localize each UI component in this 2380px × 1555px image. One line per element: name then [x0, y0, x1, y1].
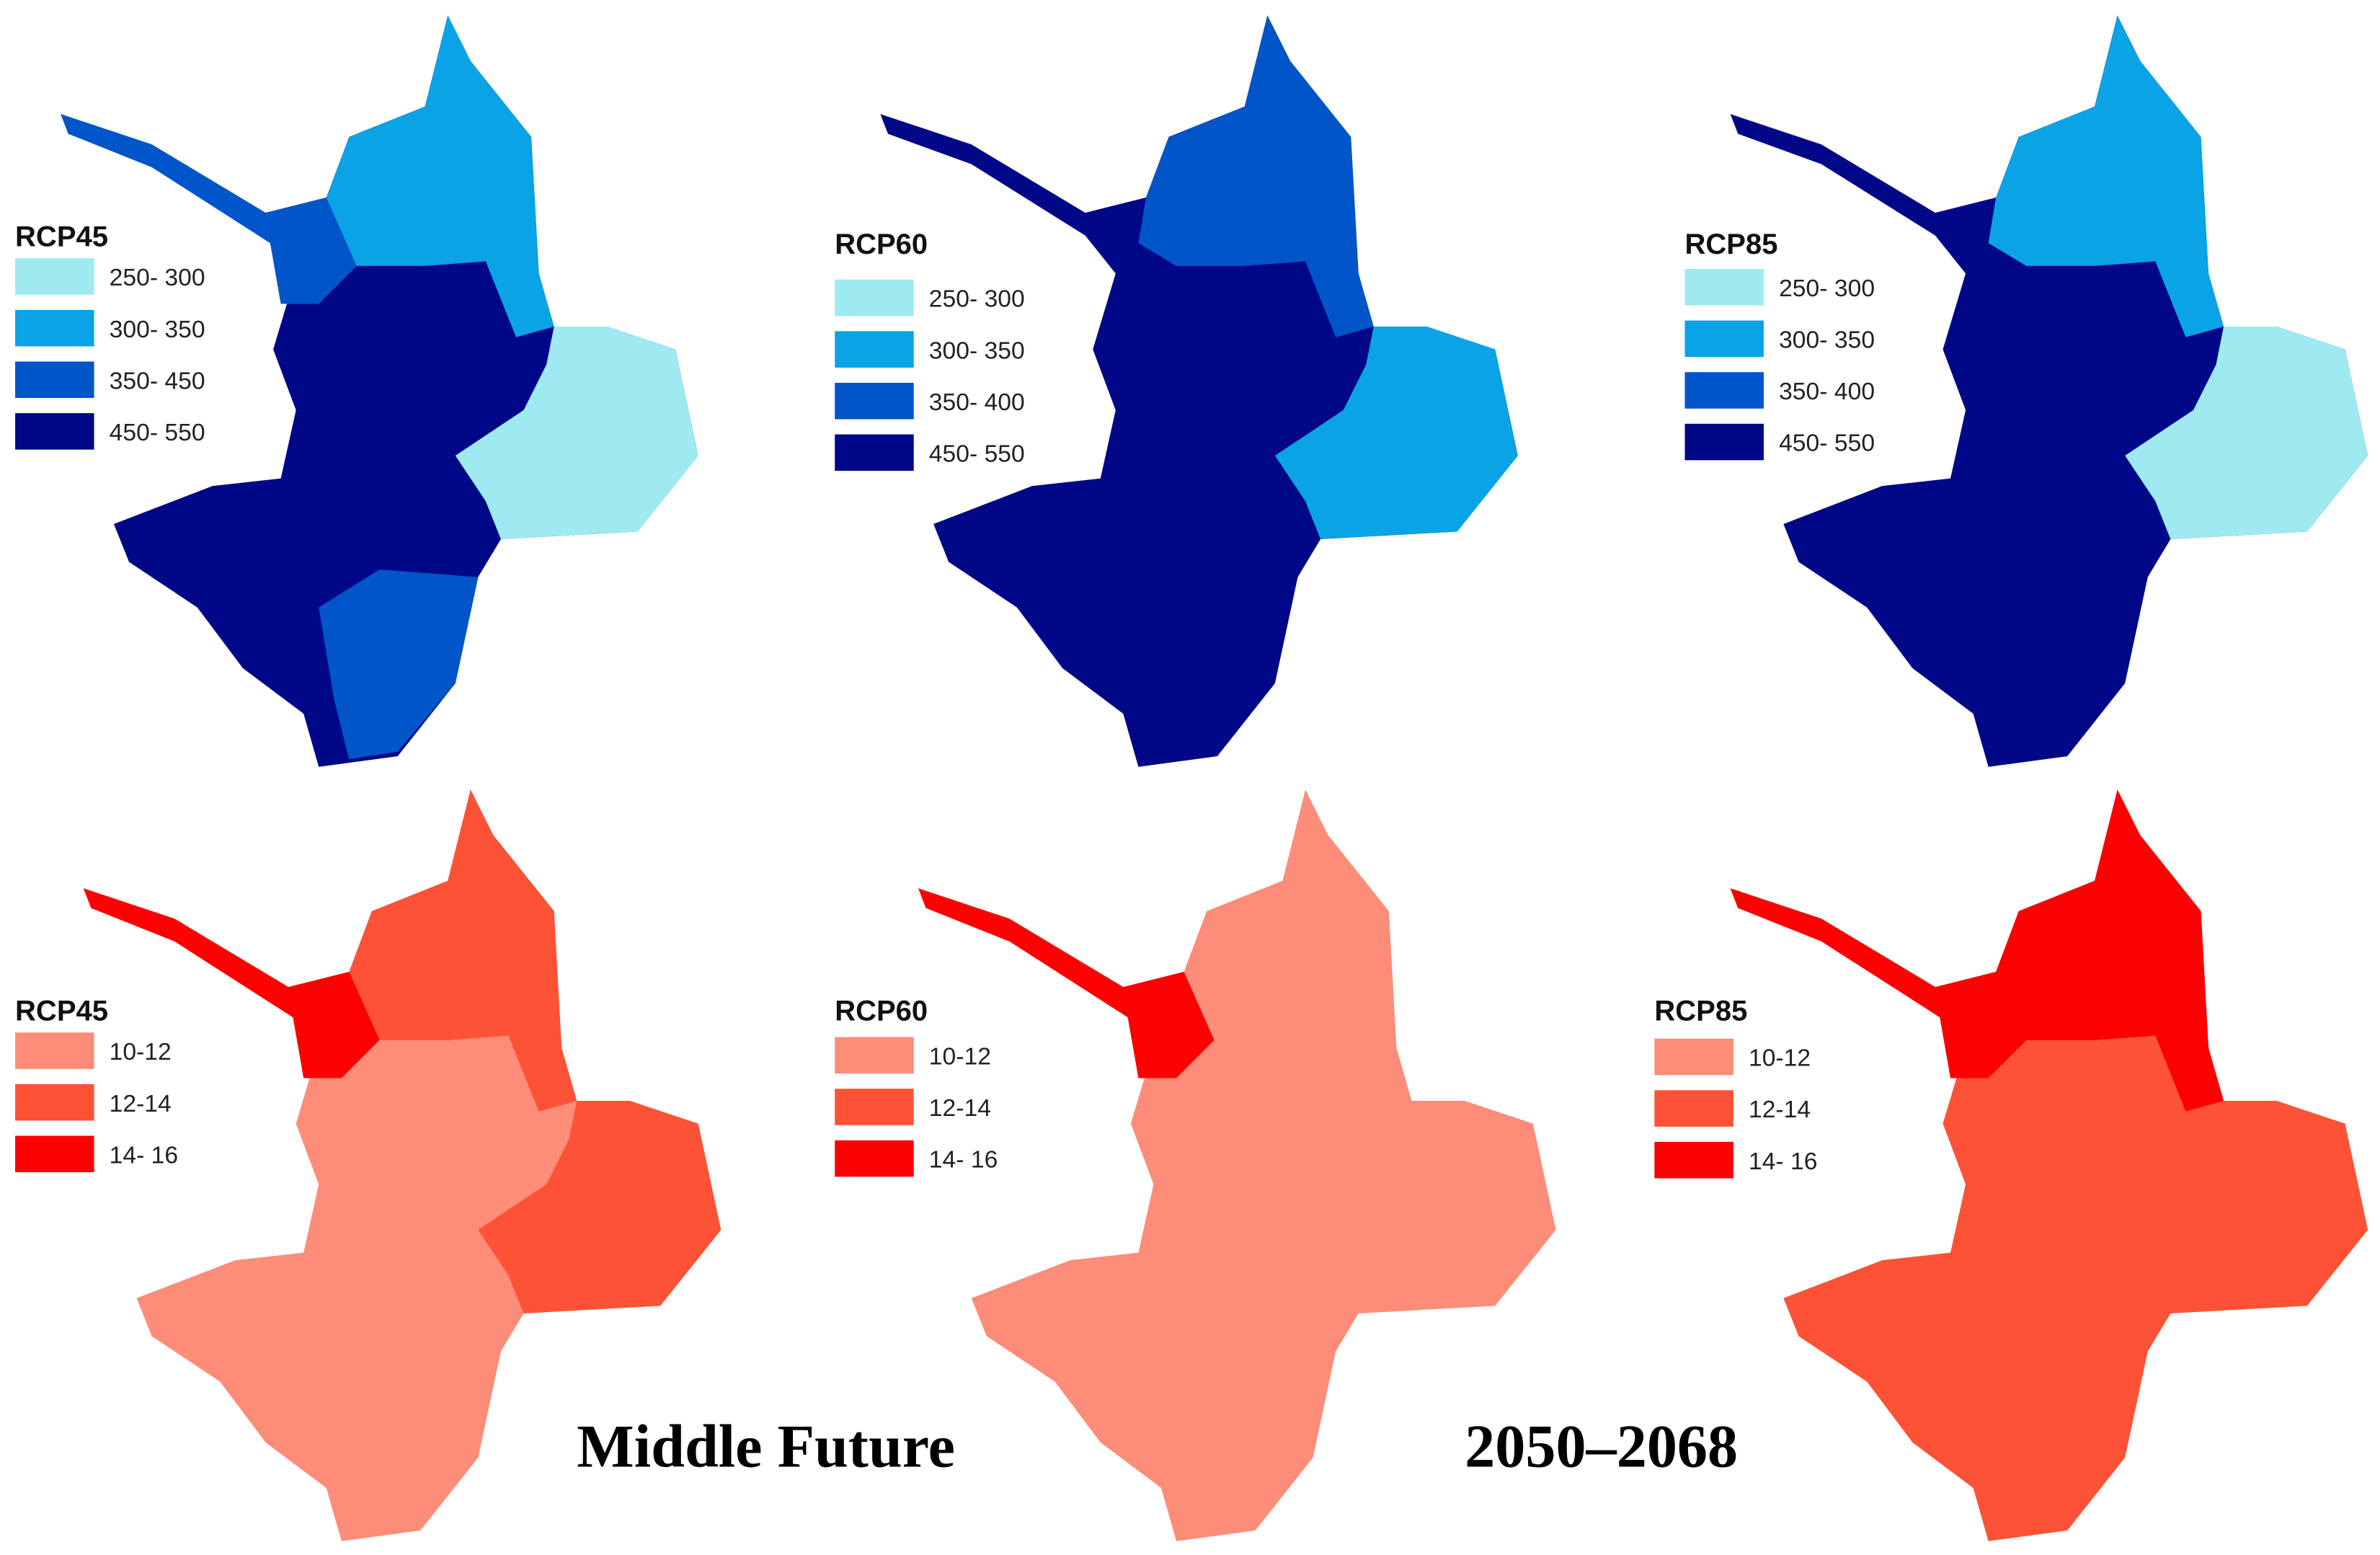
- legend-label: 14- 16: [929, 1147, 998, 1174]
- legend-swatch: [15, 361, 94, 399]
- legend-title: RCP60: [835, 995, 928, 1027]
- legend-title: RCP45: [15, 995, 108, 1027]
- legend-label: 300- 350: [1779, 327, 1875, 354]
- legend-swatch: [15, 309, 94, 347]
- legend-swatch: [1654, 1141, 1733, 1179]
- legend-label: 10-12: [1749, 1045, 1811, 1072]
- legend-label: 250- 300: [110, 265, 205, 291]
- legend-swatch: [15, 258, 94, 295]
- legend-label: 12-14: [929, 1095, 991, 1122]
- legend-swatch: [15, 1084, 94, 1121]
- legend-label: 300- 350: [110, 316, 205, 343]
- legend-swatch: [835, 331, 914, 368]
- legend-label: 350- 400: [929, 389, 1025, 416]
- legend-swatch: [835, 1140, 914, 1177]
- legend-label: 250- 300: [929, 286, 1025, 313]
- map-rcp60-temp: [918, 789, 1556, 1541]
- legend-swatch: [15, 1135, 94, 1173]
- legend-label: 14- 16: [1749, 1148, 1818, 1175]
- legend-swatch: [835, 382, 914, 420]
- legend-label: 12-14: [1749, 1097, 1811, 1123]
- legend-label: 12-14: [110, 1091, 172, 1117]
- legend-swatch: [15, 1032, 94, 1069]
- legend-label: 10-12: [110, 1039, 172, 1066]
- legend-swatch: [15, 413, 94, 450]
- legend-swatch: [1684, 269, 1764, 306]
- legend-label: 450- 550: [929, 440, 1025, 467]
- legend-label: 450- 550: [110, 420, 205, 446]
- period-name: Middle Future: [577, 1414, 955, 1481]
- legend-swatch: [1684, 372, 1764, 409]
- legend-label: 350- 450: [110, 368, 205, 394]
- legend-label: 350- 400: [1779, 378, 1875, 405]
- legend-title: RCP85: [1685, 229, 1778, 260]
- legend-swatch: [835, 434, 914, 471]
- legend-title: RCP60: [835, 229, 928, 260]
- legend-swatch: [835, 279, 914, 316]
- legend-swatch: [1654, 1090, 1733, 1127]
- map-rcp85-temp: [1730, 789, 2368, 1541]
- legend-label: 14- 16: [110, 1142, 179, 1169]
- legend-title: RCP45: [15, 221, 108, 252]
- period-years: 2050–2068: [1465, 1414, 1738, 1481]
- legend-swatch: [835, 1037, 914, 1074]
- legend-label: 450- 550: [1779, 430, 1875, 457]
- legend-swatch: [1684, 320, 1764, 358]
- legend-title: RCP85: [1654, 995, 1747, 1027]
- legend-swatch: [1684, 423, 1764, 461]
- legend-swatch: [1654, 1038, 1733, 1076]
- legend-swatch: [835, 1089, 914, 1125]
- legend-label: 250- 300: [1779, 275, 1875, 302]
- legend-label: 10-12: [929, 1044, 991, 1071]
- legend-label: 300- 350: [929, 337, 1025, 364]
